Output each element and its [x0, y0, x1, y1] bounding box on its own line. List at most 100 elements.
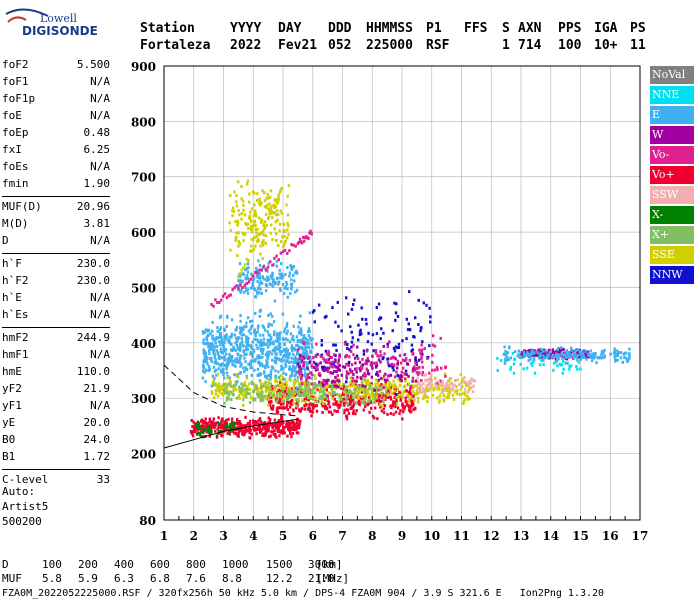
echo-point: [385, 386, 388, 390]
echo-point: [394, 410, 398, 414]
echo-point: [314, 368, 318, 372]
header-label: DDD: [328, 21, 352, 36]
echo-point: [208, 356, 211, 360]
auto-version: 500200: [2, 515, 42, 528]
echo-point: [353, 393, 357, 397]
echo-point: [276, 380, 279, 384]
echo-point: [228, 356, 231, 360]
echo-point: [260, 396, 263, 400]
trace-point: [273, 256, 276, 260]
echo-point: [254, 211, 257, 215]
echo-point: [421, 373, 424, 377]
echo-point: [506, 351, 510, 355]
echo-point: [383, 378, 387, 382]
echo-point: [212, 417, 215, 421]
distance-label: D: [2, 558, 9, 571]
distance-value: 1000: [222, 558, 249, 571]
echo-point: [342, 390, 346, 394]
echo-point: [614, 354, 617, 358]
echo-point: [223, 388, 227, 392]
echo-point: [455, 385, 458, 389]
echo-point: [277, 193, 280, 197]
echo-point: [208, 419, 212, 423]
echo-point: [411, 376, 415, 380]
echo-point: [376, 381, 380, 385]
echo-point: [308, 381, 311, 385]
echo-point: [264, 380, 267, 384]
echo-point: [398, 375, 401, 379]
echo-point: [544, 351, 547, 355]
echo-point: [228, 352, 231, 356]
echo-point: [200, 435, 203, 439]
echo-point: [399, 409, 402, 413]
echo-point: [245, 273, 249, 277]
trace-point: [239, 283, 242, 287]
echo-point: [213, 345, 217, 349]
echo-point: [377, 302, 381, 306]
echo-point: [343, 403, 346, 407]
echo-point: [286, 287, 289, 291]
echo-point: [250, 207, 254, 211]
echo-point: [244, 285, 247, 289]
echo-point: [362, 387, 366, 391]
echo-point: [266, 192, 269, 196]
echo-point: [268, 202, 271, 206]
echo-point: [211, 334, 214, 338]
echo-point: [239, 388, 242, 392]
echo-point: [419, 351, 422, 355]
echo-point: [258, 354, 261, 358]
echo-point: [555, 360, 558, 364]
trace-point: [297, 240, 301, 244]
echo-point: [576, 367, 579, 371]
echo-point: [257, 360, 261, 364]
echo-point: [440, 366, 443, 370]
echo-point: [217, 416, 220, 420]
echo-point: [199, 424, 203, 428]
echo-point: [403, 407, 406, 411]
echo-point: [507, 346, 511, 350]
echo-point: [523, 354, 526, 358]
echo-point: [265, 203, 269, 207]
echo-point: [389, 386, 393, 390]
echo-point: [246, 347, 249, 351]
echo-point: [290, 285, 294, 289]
echo-point: [386, 378, 389, 382]
echo-point: [468, 397, 471, 401]
echo-point: [364, 374, 367, 378]
echo-point: [212, 348, 216, 352]
echo-point: [345, 417, 349, 421]
echo-point: [250, 373, 253, 377]
echo-point: [377, 388, 380, 392]
echo-point: [330, 380, 334, 384]
echo-point: [584, 351, 587, 355]
param-row: D N/A: [2, 234, 110, 251]
echo-point: [466, 397, 469, 401]
echo-point: [354, 361, 357, 365]
echo-point: [312, 360, 316, 364]
echo-point: [352, 353, 355, 357]
echo-point: [245, 376, 249, 380]
echo-point: [299, 383, 302, 387]
echo-point: [253, 420, 257, 424]
echo-point: [290, 420, 294, 424]
echo-point: [425, 379, 428, 383]
echo-point: [376, 373, 380, 377]
echo-point: [248, 401, 252, 405]
echo-point: [225, 418, 228, 422]
header-label: DAY: [278, 21, 302, 36]
echo-point: [318, 394, 322, 398]
x-tick-label: 13: [513, 529, 530, 543]
echo-point: [235, 339, 239, 343]
echo-point: [283, 377, 286, 381]
echo-point: [235, 328, 238, 332]
param-name: D: [2, 234, 9, 247]
echo-point: [572, 351, 576, 355]
echo-point: [300, 329, 303, 333]
x-tick-label: 16: [602, 529, 619, 543]
echo-point: [278, 384, 281, 388]
echo-point: [373, 401, 376, 405]
trace-point: [229, 293, 232, 297]
echo-point: [283, 385, 286, 389]
echo-point: [380, 409, 384, 413]
echo-point: [308, 336, 312, 340]
